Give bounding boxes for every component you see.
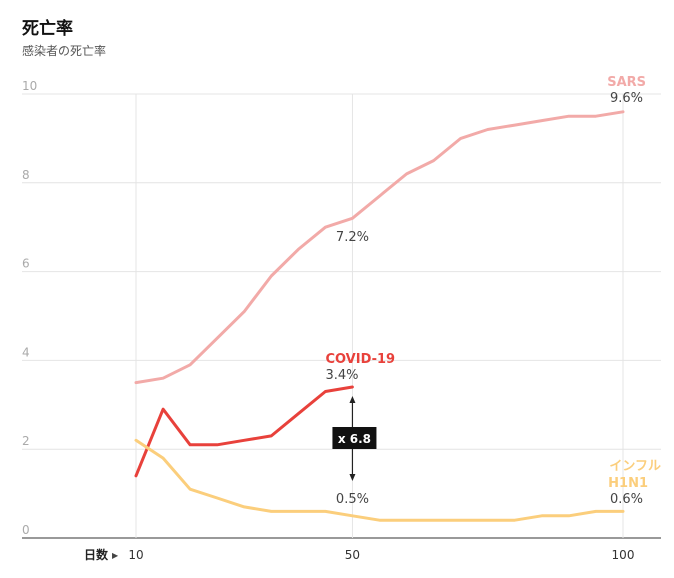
ratio-label: x 6.8: [338, 432, 371, 446]
x-tick-label: 50: [345, 548, 360, 562]
arrow-down-icon: [349, 474, 356, 481]
series-name-h1n1-line1: インフル: [609, 459, 661, 474]
annotation-h1n1-day50: 0.5%: [336, 492, 369, 507]
y-tick-label: 4: [22, 345, 30, 359]
series-end-value-h1n1: 0.6%: [610, 492, 643, 507]
x-tick-label: 100: [612, 548, 635, 562]
y-tick-label: 10: [22, 79, 37, 93]
x-axis-label: 日数 ▶: [84, 548, 119, 562]
arrow-right-icon: ▶: [112, 551, 119, 560]
series-name-covid: COVID-19: [325, 352, 395, 367]
ratio-box: [332, 427, 377, 449]
y-tick-label: 2: [22, 434, 30, 448]
chart-subtitle: 感染者の死亡率: [22, 44, 107, 58]
series-name-h1n1-line2: H1N1: [608, 476, 648, 491]
series-end-value-covid: 3.4%: [325, 368, 358, 383]
series-end-value-sars: 9.6%: [610, 91, 643, 106]
series-line: [134, 385, 354, 478]
series-name-sars: SARS: [607, 75, 646, 90]
chart-title: 死亡率: [22, 19, 73, 39]
arrow-up-icon: [349, 396, 356, 403]
series-line: [134, 110, 625, 385]
x-tick-label: 10: [128, 548, 143, 562]
series-line: [134, 438, 625, 522]
y-tick-label: 6: [22, 257, 30, 271]
y-tick-label: 0: [22, 523, 30, 537]
y-tick-label: 8: [22, 168, 30, 182]
annotation-sars-day50: 7.2%: [336, 230, 369, 245]
